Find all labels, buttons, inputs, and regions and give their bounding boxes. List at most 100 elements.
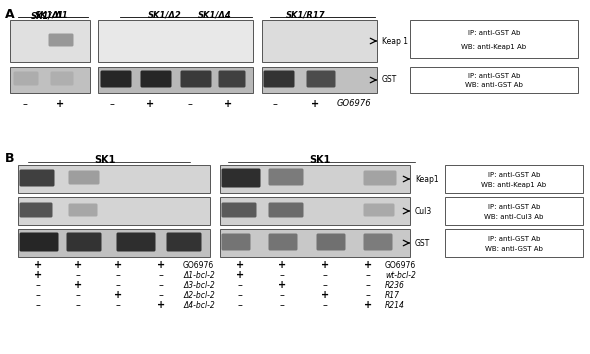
Text: IP: anti-GST Ab: IP: anti-GST Ab [488, 204, 540, 210]
Bar [18, 197, 210, 225]
Text: –: – [238, 290, 242, 300]
Text: +: + [34, 260, 42, 270]
Text: WB: anti-Keap1 Ab: WB: anti-Keap1 Ab [461, 44, 526, 50]
Text: +: + [364, 260, 372, 270]
FancyBboxPatch shape [14, 72, 38, 86]
FancyBboxPatch shape [100, 70, 132, 87]
Text: Keap1: Keap1 [415, 175, 438, 183]
Text: –: – [238, 300, 242, 310]
Text: IP: anti-GST Ab: IP: anti-GST Ab [468, 30, 520, 36]
FancyBboxPatch shape [306, 70, 336, 87]
Text: IP: anti-GST Ab: IP: anti-GST Ab [488, 236, 540, 242]
FancyBboxPatch shape [221, 234, 251, 251]
Bar [445, 197, 583, 225]
Text: WB: anti-GST Ab: WB: anti-GST Ab [485, 246, 543, 252]
Bar [410, 20, 578, 58]
Text: +: + [321, 290, 329, 300]
Text: R214: R214 [385, 301, 405, 309]
Text: –: – [22, 99, 28, 109]
Text: R17: R17 [385, 291, 400, 299]
Text: GO6976: GO6976 [183, 261, 214, 269]
FancyBboxPatch shape [221, 202, 257, 217]
Text: –: – [280, 300, 284, 310]
FancyBboxPatch shape [268, 169, 303, 185]
Text: –: – [35, 280, 41, 290]
Text: –: – [35, 300, 41, 310]
FancyBboxPatch shape [268, 234, 297, 251]
Text: –: – [323, 300, 327, 310]
Text: +: + [114, 260, 122, 270]
Text: Δ1-bcl-2: Δ1-bcl-2 [183, 270, 215, 280]
Text: –: – [366, 290, 371, 300]
FancyBboxPatch shape [166, 233, 202, 251]
Bar [18, 165, 210, 193]
Bar [445, 229, 583, 257]
Text: +: + [278, 280, 286, 290]
Text: –: – [280, 290, 284, 300]
Text: SK1/Δ2: SK1/Δ2 [148, 11, 182, 19]
Bar [98, 20, 253, 62]
Text: Keap 1: Keap 1 [382, 36, 408, 46]
Text: Δ3-bcl-2: Δ3-bcl-2 [183, 280, 215, 290]
Bar [220, 229, 410, 257]
Text: –: – [35, 290, 41, 300]
Bar [98, 67, 253, 93]
Text: +: + [236, 270, 244, 280]
FancyBboxPatch shape [264, 70, 294, 87]
Text: WB: anti-Keap1 Ab: WB: anti-Keap1 Ab [481, 182, 546, 188]
Bar [10, 67, 90, 93]
Text: +: + [157, 260, 165, 270]
Bar [220, 165, 410, 193]
Text: A: A [5, 8, 15, 21]
FancyBboxPatch shape [19, 233, 58, 251]
Text: R236: R236 [385, 280, 405, 290]
FancyBboxPatch shape [363, 171, 396, 185]
Text: SK1: SK1 [309, 155, 330, 165]
Text: –: – [116, 280, 120, 290]
FancyBboxPatch shape [67, 233, 101, 251]
FancyBboxPatch shape [181, 70, 211, 87]
FancyBboxPatch shape [51, 72, 74, 86]
Text: +: + [364, 300, 372, 310]
Text: –: – [273, 99, 277, 109]
Text: +: + [74, 280, 82, 290]
Text: GST: GST [382, 75, 397, 85]
Text: –: – [366, 280, 371, 290]
FancyBboxPatch shape [19, 170, 54, 187]
Text: +: + [34, 270, 42, 280]
Text: SK1/R17: SK1/R17 [286, 11, 326, 19]
Text: –: – [323, 270, 327, 280]
FancyBboxPatch shape [68, 204, 97, 217]
Text: Cul3: Cul3 [415, 206, 432, 216]
Text: –: – [159, 270, 163, 280]
Text: WB: anti-GST Ab: WB: anti-GST Ab [465, 82, 523, 88]
Text: wt-bcl-2: wt-bcl-2 [385, 270, 416, 280]
Text: –: – [76, 270, 80, 280]
FancyBboxPatch shape [363, 204, 395, 217]
FancyBboxPatch shape [19, 202, 53, 217]
Text: B: B [5, 152, 15, 165]
Text: +: + [278, 260, 286, 270]
FancyBboxPatch shape [363, 234, 392, 251]
Bar [262, 20, 377, 62]
Text: SK1/Δ1: SK1/Δ1 [35, 11, 69, 19]
Text: –: – [110, 99, 114, 109]
Text: –: – [116, 270, 120, 280]
FancyBboxPatch shape [268, 202, 303, 217]
Text: –: – [323, 280, 327, 290]
Text: +: + [224, 99, 232, 109]
Text: Δ4-bcl-2: Δ4-bcl-2 [183, 301, 215, 309]
Bar [220, 197, 410, 225]
Text: GO6976: GO6976 [385, 261, 417, 269]
Text: –: – [238, 280, 242, 290]
Text: –: – [366, 270, 371, 280]
Text: SK1/: SK1/ [31, 11, 52, 21]
Text: +: + [311, 99, 319, 109]
Text: GO6976: GO6976 [337, 99, 372, 108]
Text: Δ1: Δ1 [52, 11, 64, 21]
Text: IP: anti-GST Ab: IP: anti-GST Ab [468, 73, 520, 79]
Text: –: – [188, 99, 192, 109]
FancyBboxPatch shape [316, 234, 346, 251]
Text: IP: anti-GST Ab: IP: anti-GST Ab [488, 172, 540, 178]
Text: –: – [76, 300, 80, 310]
